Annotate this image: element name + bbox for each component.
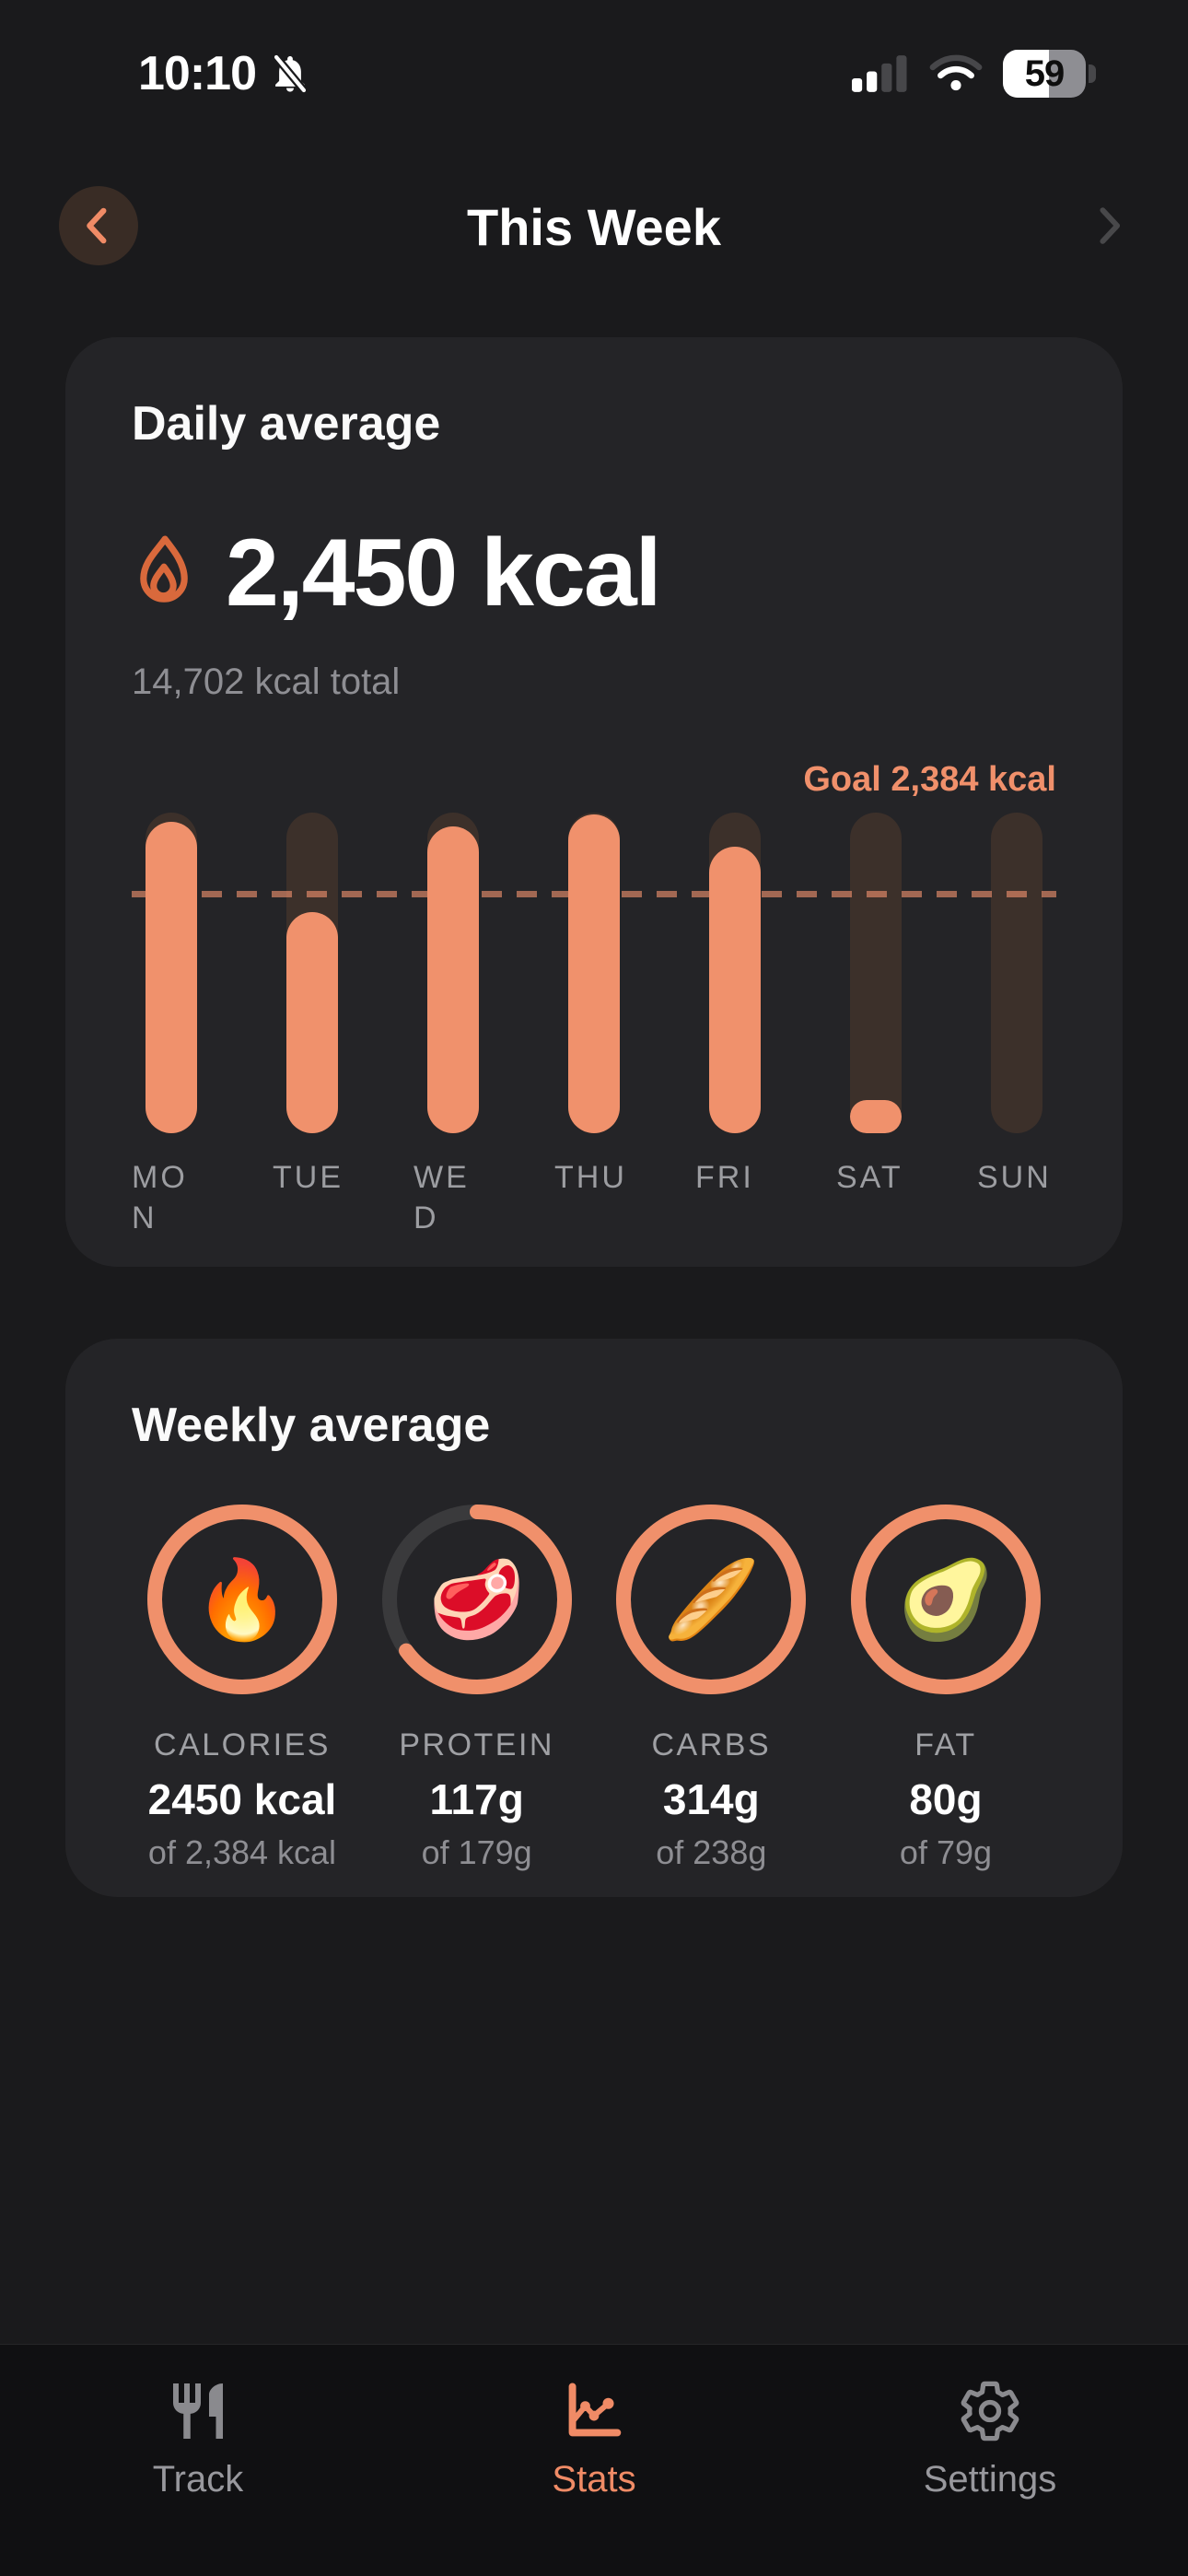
day-label-sat: SAT bbox=[836, 1160, 903, 1195]
progress-ring: 🥩 bbox=[381, 1505, 572, 1694]
tab-bar: Track Stats Settings bbox=[0, 2344, 1188, 2576]
calorie-bar-chart bbox=[132, 813, 1056, 1133]
bar-sun bbox=[977, 813, 1056, 1133]
daily-average-row: 2,450 kcal bbox=[132, 525, 1056, 621]
tab-stats[interactable]: Stats bbox=[396, 2376, 792, 2500]
metric-target: of 179g bbox=[421, 1833, 532, 1871]
day-label-wed: WED bbox=[413, 1160, 470, 1236]
macro-rings-row: 🔥 CALORIES 2450 kcal of 2,384 kcal 🥩 PRO… bbox=[132, 1505, 1056, 1872]
metric-protein: 🥩 PROTEIN 117g of 179g bbox=[367, 1505, 588, 1872]
tab-track-label: Track bbox=[152, 2459, 244, 2500]
previous-week-button[interactable] bbox=[59, 186, 138, 265]
bar-fill bbox=[146, 822, 197, 1133]
bar-track bbox=[991, 813, 1042, 1133]
progress-ring: 🥑 bbox=[850, 1505, 1041, 1694]
bar-fill bbox=[709, 847, 761, 1133]
tab-track[interactable]: Track bbox=[0, 2376, 396, 2500]
bar-wed bbox=[413, 813, 493, 1133]
battery-icon: 59 bbox=[1003, 50, 1096, 98]
battery-fill bbox=[1003, 50, 1049, 98]
tab-settings[interactable]: Settings bbox=[792, 2376, 1188, 2500]
flame-icon bbox=[132, 529, 191, 617]
bar-fill bbox=[286, 912, 338, 1133]
bar-fill bbox=[427, 826, 479, 1133]
metric-carbs: 🥖 CARBS 314g of 238g bbox=[600, 1505, 821, 1872]
goal-label: Goal 2,384 kcal bbox=[803, 760, 1056, 799]
bar-sat bbox=[836, 813, 915, 1133]
metric-label: PROTEIN bbox=[399, 1727, 554, 1762]
cellular-signal-icon bbox=[852, 55, 909, 92]
metric-label: CARBS bbox=[651, 1727, 772, 1762]
page-title: This Week bbox=[467, 198, 721, 256]
protein-emoji-icon: 🥩 bbox=[428, 1556, 525, 1643]
progress-ring: 🥖 bbox=[616, 1505, 807, 1694]
metric-label: CALORIES bbox=[154, 1727, 331, 1762]
weekly-average-title: Weekly average bbox=[132, 1399, 491, 1452]
bar-tue bbox=[273, 813, 352, 1133]
status-time: 10:10 bbox=[138, 47, 257, 100]
daily-average-title: Daily average bbox=[132, 397, 441, 451]
gear-icon bbox=[956, 2376, 1024, 2446]
fork-knife-icon bbox=[165, 2376, 231, 2446]
next-week-button[interactable] bbox=[1083, 201, 1133, 251]
metric-fat: 🥑 FAT 80g of 79g bbox=[835, 1505, 1056, 1872]
metric-value: 80g bbox=[909, 1775, 983, 1823]
bar-fri bbox=[695, 813, 775, 1133]
weekly-average-card: Weekly average 🔥 CALORIES 2450 kcal of 2… bbox=[65, 1339, 1123, 1897]
bars-row bbox=[132, 813, 1056, 1133]
metric-target: of 79g bbox=[899, 1833, 993, 1871]
line-chart-icon bbox=[559, 2376, 629, 2446]
metric-target: of 2,384 kcal bbox=[147, 1833, 337, 1871]
weekly-total-label: 14,702 kcal total bbox=[132, 662, 401, 702]
daily-average-value: 2,450 kcal bbox=[226, 520, 662, 626]
tab-stats-label: Stats bbox=[552, 2459, 636, 2500]
metric-value: 314g bbox=[662, 1775, 760, 1823]
battery-percent: 59 bbox=[1024, 53, 1066, 94]
metric-calories: 🔥 CALORIES 2450 kcal of 2,384 kcal bbox=[132, 1505, 353, 1872]
wifi-icon bbox=[929, 54, 983, 93]
week-navigation-header: This Week bbox=[0, 184, 1188, 286]
metric-label: FAT bbox=[914, 1727, 977, 1762]
status-bar: 10:10 bbox=[0, 0, 1188, 120]
bell-slash-icon bbox=[269, 53, 311, 95]
day-label-fri: FRI bbox=[695, 1160, 754, 1195]
progress-ring: 🔥 bbox=[147, 1505, 337, 1694]
chevron-left-icon bbox=[75, 202, 122, 250]
fat-emoji-icon: 🥑 bbox=[897, 1556, 995, 1643]
metric-value: 2450 kcal bbox=[147, 1775, 337, 1823]
metric-target: of 238g bbox=[656, 1833, 767, 1871]
carbs-emoji-icon: 🥖 bbox=[663, 1556, 760, 1643]
bar-thu bbox=[554, 813, 634, 1133]
calories-emoji-icon: 🔥 bbox=[193, 1556, 291, 1643]
metric-value: 117g bbox=[429, 1775, 524, 1823]
chevron-right-icon bbox=[1083, 201, 1133, 251]
tab-settings-label: Settings bbox=[923, 2459, 1057, 2500]
day-label-tue: TUE bbox=[273, 1160, 344, 1195]
bar-fill bbox=[568, 814, 620, 1133]
bar-track bbox=[850, 813, 902, 1133]
day-label-sun: SUN bbox=[977, 1160, 1052, 1195]
day-label-thu: THU bbox=[554, 1160, 627, 1195]
bar-mon bbox=[132, 813, 211, 1133]
bar-fill bbox=[850, 1100, 902, 1133]
daily-average-card: Daily average 2,450 kcal 14,702 kcal tot… bbox=[65, 337, 1123, 1267]
weekday-labels-row: MON TUE WED THU FRI SAT SUN bbox=[132, 1157, 1056, 1238]
day-label-mon: MON bbox=[132, 1160, 188, 1236]
